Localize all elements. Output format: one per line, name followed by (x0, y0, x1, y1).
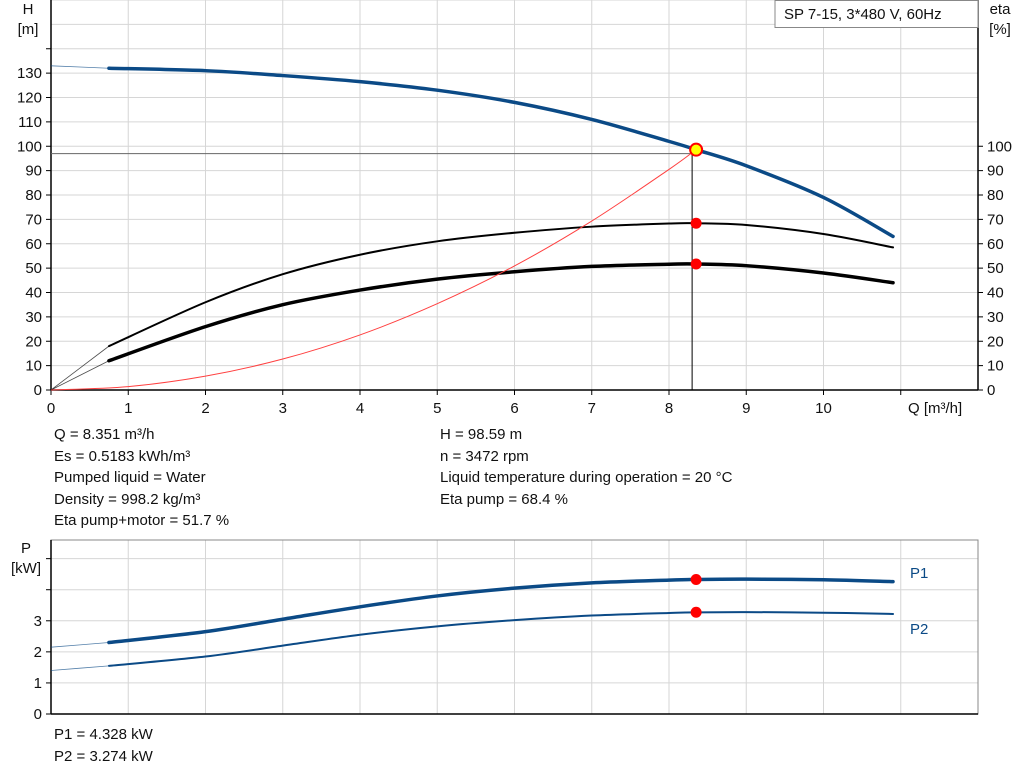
q-tick-label: 8 (665, 400, 673, 417)
h-tick-label: 40 (25, 285, 42, 302)
info-flow: Q = 8.351 m³/h (54, 426, 155, 443)
p1-point (690, 574, 702, 586)
h-tick-label: 20 (25, 333, 42, 350)
p-axis-unit: [kW] (11, 560, 41, 577)
system-curve (50, 149, 697, 391)
h-tick-label: 70 (25, 211, 42, 228)
p-tick-label: 1 (34, 675, 42, 692)
eta-tick-label: 20 (987, 333, 1004, 350)
p2-curve-extension (50, 665, 109, 671)
head-curve (107, 66, 895, 239)
top-grid (46, 0, 983, 395)
info-power: P1 = 4.328 kW P2 = 3.274 kW (54, 724, 153, 767)
eta-tick-label: 90 (987, 163, 1004, 180)
eta-tick-label: 0 (987, 382, 995, 399)
h-axis-unit: [m] (18, 21, 39, 38)
eta-tick-label: 10 (987, 358, 1004, 375)
head-curve-extension (50, 65, 109, 69)
info-speed: n = 3472 rpm (440, 447, 529, 465)
q-tick-label: 9 (742, 400, 750, 417)
h-axis-label: H (23, 1, 34, 18)
p-tick-label: 0 (34, 706, 42, 723)
top-curves (50, 65, 895, 391)
info-p2: P2 = 3.274 kW (54, 747, 153, 765)
q-tick-label: 7 (588, 400, 596, 417)
tick-labels: 0102030405060708090100110120130010203040… (17, 65, 1012, 723)
pump-model-title: SP 7-15, 3*480 V, 60Hz (784, 6, 942, 23)
q-tick-label: 3 (279, 400, 287, 417)
duty-point (689, 142, 704, 157)
h-tick-label: 50 (25, 260, 42, 277)
h-tick-label: 30 (25, 309, 42, 326)
bottom-grid (46, 539, 979, 715)
p1-series-label: P1 (910, 565, 928, 582)
info-head: H = 98.59 m (440, 426, 523, 443)
q-axis-label: Q [m³/h] (908, 400, 962, 417)
eta-pump-curve-extension (50, 345, 110, 391)
info-temperature: Liquid temperature during operation = 20… (440, 469, 733, 486)
p-axis-label: P (21, 540, 31, 557)
p1-curve (107, 577, 895, 645)
info-right: H = 98.59 m n = 3472 rpm Liquid temperat… (440, 424, 732, 510)
q-tick-label: 6 (510, 400, 518, 417)
info-eta-pump: Eta pump = 68.4 % (440, 490, 568, 508)
eta-tick-label: 60 (987, 236, 1004, 253)
p1-curve-extension (50, 642, 109, 648)
p2-point (690, 606, 702, 618)
h-tick-label: 120 (17, 90, 42, 107)
eta-tick-label: 50 (987, 260, 1004, 277)
info-liquid: Pumped liquid = Water (54, 469, 206, 486)
legend-box (774, 0, 979, 28)
eta-total-curve-extension (50, 360, 110, 391)
h-tick-label: 130 (17, 65, 42, 82)
eta-axis-unit: [%] (989, 21, 1011, 38)
bottom-curves (50, 574, 895, 671)
h-tick-label: 0 (34, 382, 42, 399)
p2-series-label: P2 (910, 621, 928, 638)
q-tick-label: 4 (356, 400, 364, 417)
q-tick-label: 1 (124, 400, 132, 417)
info-energy: Es = 0.5183 kWh/m³ (54, 447, 191, 465)
h-tick-label: 90 (25, 163, 42, 180)
h-tick-label: 80 (25, 187, 42, 204)
eta-total-curve (107, 262, 895, 363)
info-eta-total: Eta pump+motor = 51.7 % (54, 512, 230, 529)
eta-pump-curve (107, 222, 895, 348)
q-tick-label: 0 (47, 400, 55, 417)
eta-pump-point (690, 217, 702, 229)
info-left: Q = 8.351 m³/h Es = 0.5183 kWh/m³ Pumped… (54, 424, 229, 532)
q-tick-label: 10 (815, 400, 832, 417)
q-tick-label: 2 (201, 400, 209, 417)
eta-tick-label: 80 (987, 187, 1004, 204)
q-tick-label: 5 (433, 400, 441, 417)
info-density: Density = 998.2 kg/m³ (54, 490, 201, 508)
p-tick-label: 3 (34, 613, 42, 630)
h-tick-label: 60 (25, 236, 42, 253)
eta-tick-label: 100 (987, 138, 1012, 155)
p2-curve (107, 611, 895, 667)
h-tick-label: 10 (25, 358, 42, 375)
h-tick-label: 100 (17, 138, 42, 155)
eta-tick-label: 40 (987, 285, 1004, 302)
p-tick-label: 2 (34, 644, 42, 661)
eta-total-point (690, 258, 702, 270)
eta-axis-label: eta (990, 1, 1012, 18)
eta-tick-label: 30 (987, 309, 1004, 326)
info-p1: P1 = 4.328 kW (54, 726, 153, 743)
h-tick-label: 110 (18, 114, 42, 131)
eta-tick-label: 70 (987, 211, 1004, 228)
